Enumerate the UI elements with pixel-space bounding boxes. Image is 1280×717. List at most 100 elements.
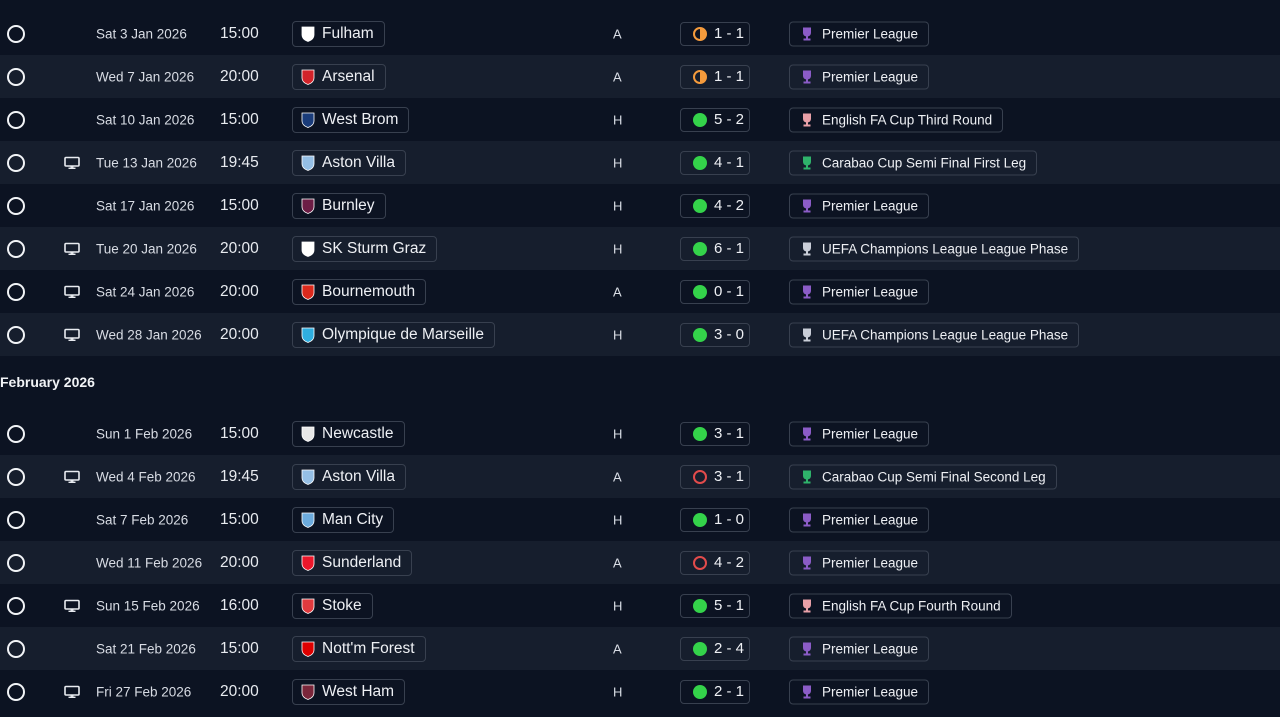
select-fixture-radio[interactable] [7,239,25,258]
match-score: 0 - 1 [714,283,745,300]
fixture-row[interactable]: Sun 15 Feb 2026 16:00 Stoke H 5 - 1 English F… [0,584,1280,627]
fixture-row[interactable]: Sat 24 Jan 2026 20:00 Bournemouth A 0 - 1 Pre… [0,270,1280,313]
fixture-row[interactable]: Sun 1 Feb 2026 15:00 Newcastle H 3 - 1 Premie… [0,412,1280,455]
premier-league-icon [803,70,811,84]
competition-link[interactable]: English FA Cup Fourth Round [789,593,1012,618]
competition-link[interactable]: Premier League [789,421,930,446]
venue-indicator: H [613,112,623,127]
competition-link[interactable]: Premier League [789,636,930,661]
match-score: 4 - 2 [714,554,745,571]
competition-link[interactable]: Premier League [789,64,930,89]
opponent-name: Olympique de Marseille [322,325,484,343]
select-fixture-radio[interactable] [7,639,25,658]
match-result-button[interactable]: 3 - 1 [680,421,750,446]
opponent-name: Sunderland [322,553,402,571]
competition-link[interactable]: Carabao Cup Semi Final Second Leg [789,464,1057,489]
fixture-row[interactable]: Sat 10 Jan 2026 15:00 West Brom H 5 - 2 Engli… [0,98,1280,141]
stoke-crest-icon [301,598,315,614]
fixture-row[interactable]: Wed 7 Jan 2026 20:00 Arsenal A 1 - 1 Premier … [0,55,1280,98]
opponent-team-link[interactable]: Stoke [292,592,373,619]
opponent-team-link[interactable]: Aston Villa [292,149,406,176]
opponent-team-link[interactable]: Burnley [292,192,386,219]
opponent-name: Stoke [322,596,362,614]
match-result-button[interactable]: 6 - 1 [680,236,750,261]
match-result-button[interactable]: 0 - 1 [680,279,750,304]
select-fixture-radio[interactable] [7,67,25,86]
competition-link[interactable]: UEFA Champions League League Phase [789,236,1080,261]
fixture-date: Sat 10 Jan 2026 [96,112,195,127]
fixture-row[interactable]: Tue 13 Jan 2026 19:45 Aston Villa H 4 - 1 Car… [0,141,1280,184]
venue-indicator: A [613,469,622,484]
competition-link[interactable]: English FA Cup Third Round [789,107,1004,132]
competition-link[interactable]: Premier League [789,550,930,575]
premier-league-icon [803,556,811,570]
nottm-forest-crest-icon [301,641,315,657]
fixture-row[interactable]: Sat 17 Jan 2026 15:00 Burnley H 4 - 2 Premier… [0,184,1280,227]
fixture-row[interactable]: Tue 20 Jan 2026 20:00 SK Sturm Graz H 6 - 1 U… [0,227,1280,270]
match-result-button[interactable]: 2 - 4 [680,636,750,661]
select-fixture-radio[interactable] [7,510,25,529]
select-fixture-radio[interactable] [7,282,25,301]
fixture-date: Wed 11 Feb 2026 [96,555,203,570]
premier-league-icon [803,513,811,527]
fixture-row[interactable]: Sat 21 Feb 2026 15:00 Nott'm Forest A 2 - 4 P… [0,627,1280,670]
fixture-date: Sat 21 Feb 2026 [96,641,196,656]
win-result-icon [693,155,707,170]
fixture-row[interactable]: Wed 4 Feb 2026 19:45 Aston Villa A 3 - 1 Cara… [0,455,1280,498]
opponent-team-link[interactable]: Arsenal [292,63,386,90]
select-fixture-radio[interactable] [7,682,25,701]
match-result-button[interactable]: 3 - 0 [680,322,750,347]
match-result-button[interactable]: 1 - 1 [680,21,750,46]
competition-link[interactable]: UEFA Champions League League Phase [789,322,1080,347]
select-fixture-radio[interactable] [7,596,25,615]
match-result-button[interactable]: 2 - 1 [680,679,750,704]
select-fixture-radio[interactable] [7,467,25,486]
burnley-crest-icon [301,198,315,214]
fixture-row[interactable]: Sat 3 Jan 2026 15:00 Fulham A 1 - 1 Premier L… [0,12,1280,55]
opponent-team-link[interactable]: West Ham [292,678,406,705]
fixture-row[interactable]: Wed 11 Feb 2026 20:00 Sunderland A 4 - 2 Prem… [0,541,1280,584]
opponent-team-link[interactable]: Newcastle [292,420,405,447]
opponent-team-link[interactable]: Bournemouth [292,278,427,305]
opponent-team-link[interactable]: Olympique de Marseille [292,321,495,348]
fixture-row[interactable]: Fri 27 Feb 2026 20:00 West Ham H 2 - 1 Premie… [0,670,1280,713]
competition-link[interactable]: Premier League [789,279,930,304]
select-fixture-radio[interactable] [7,424,25,443]
select-fixture-radio[interactable] [7,553,25,572]
fixture-date: Wed 4 Feb 2026 [96,469,196,484]
man-city-crest-icon [301,512,315,528]
match-result-button[interactable]: 5 - 1 [680,593,750,618]
premier-league-icon [803,199,811,213]
opponent-team-link[interactable]: West Brom [292,106,410,133]
match-result-button[interactable]: 4 - 1 [680,150,750,175]
select-fixture-radio[interactable] [7,325,25,344]
match-result-button[interactable]: 4 - 2 [680,193,750,218]
competition-link[interactable]: Premier League [789,21,930,46]
opponent-team-link[interactable]: Man City [292,506,395,533]
match-result-button[interactable]: 5 - 2 [680,107,750,132]
fixture-row[interactable]: Sat 7 Feb 2026 15:00 Man City H 1 - 0 Premier… [0,498,1280,541]
select-fixture-radio[interactable] [7,196,25,215]
competition-link[interactable]: Premier League [789,193,930,218]
fixture-row[interactable]: Wed 28 Jan 2026 20:00 Olympique de Marseil… [0,313,1280,356]
kickoff-time: 20:00 [220,67,259,85]
select-fixture-radio[interactable] [7,153,25,172]
venue-indicator: A [613,26,622,41]
select-fixture-radio[interactable] [7,110,25,129]
competition-link[interactable]: Premier League [789,507,930,532]
win-result-icon [693,512,707,527]
opponent-team-link[interactable]: Aston Villa [292,463,406,490]
match-result-button[interactable]: 4 - 2 [680,550,750,575]
opponent-team-link[interactable]: Fulham [292,20,385,47]
competition-link[interactable]: Carabao Cup Semi Final First Leg [789,150,1038,175]
competition-link[interactable]: Premier League [789,679,930,704]
match-result-button[interactable]: 1 - 0 [680,507,750,532]
match-result-button[interactable]: 1 - 1 [680,64,750,89]
match-result-button[interactable]: 3 - 1 [680,464,750,489]
opponent-team-link[interactable]: Sunderland [292,549,413,576]
fixture-date: Tue 20 Jan 2026 [96,241,197,256]
opponent-team-link[interactable]: Nott'm Forest [292,635,426,662]
opponent-team-link[interactable]: SK Sturm Graz [292,235,438,262]
arsenal-crest-icon [301,69,315,85]
select-fixture-radio[interactable] [7,24,25,43]
